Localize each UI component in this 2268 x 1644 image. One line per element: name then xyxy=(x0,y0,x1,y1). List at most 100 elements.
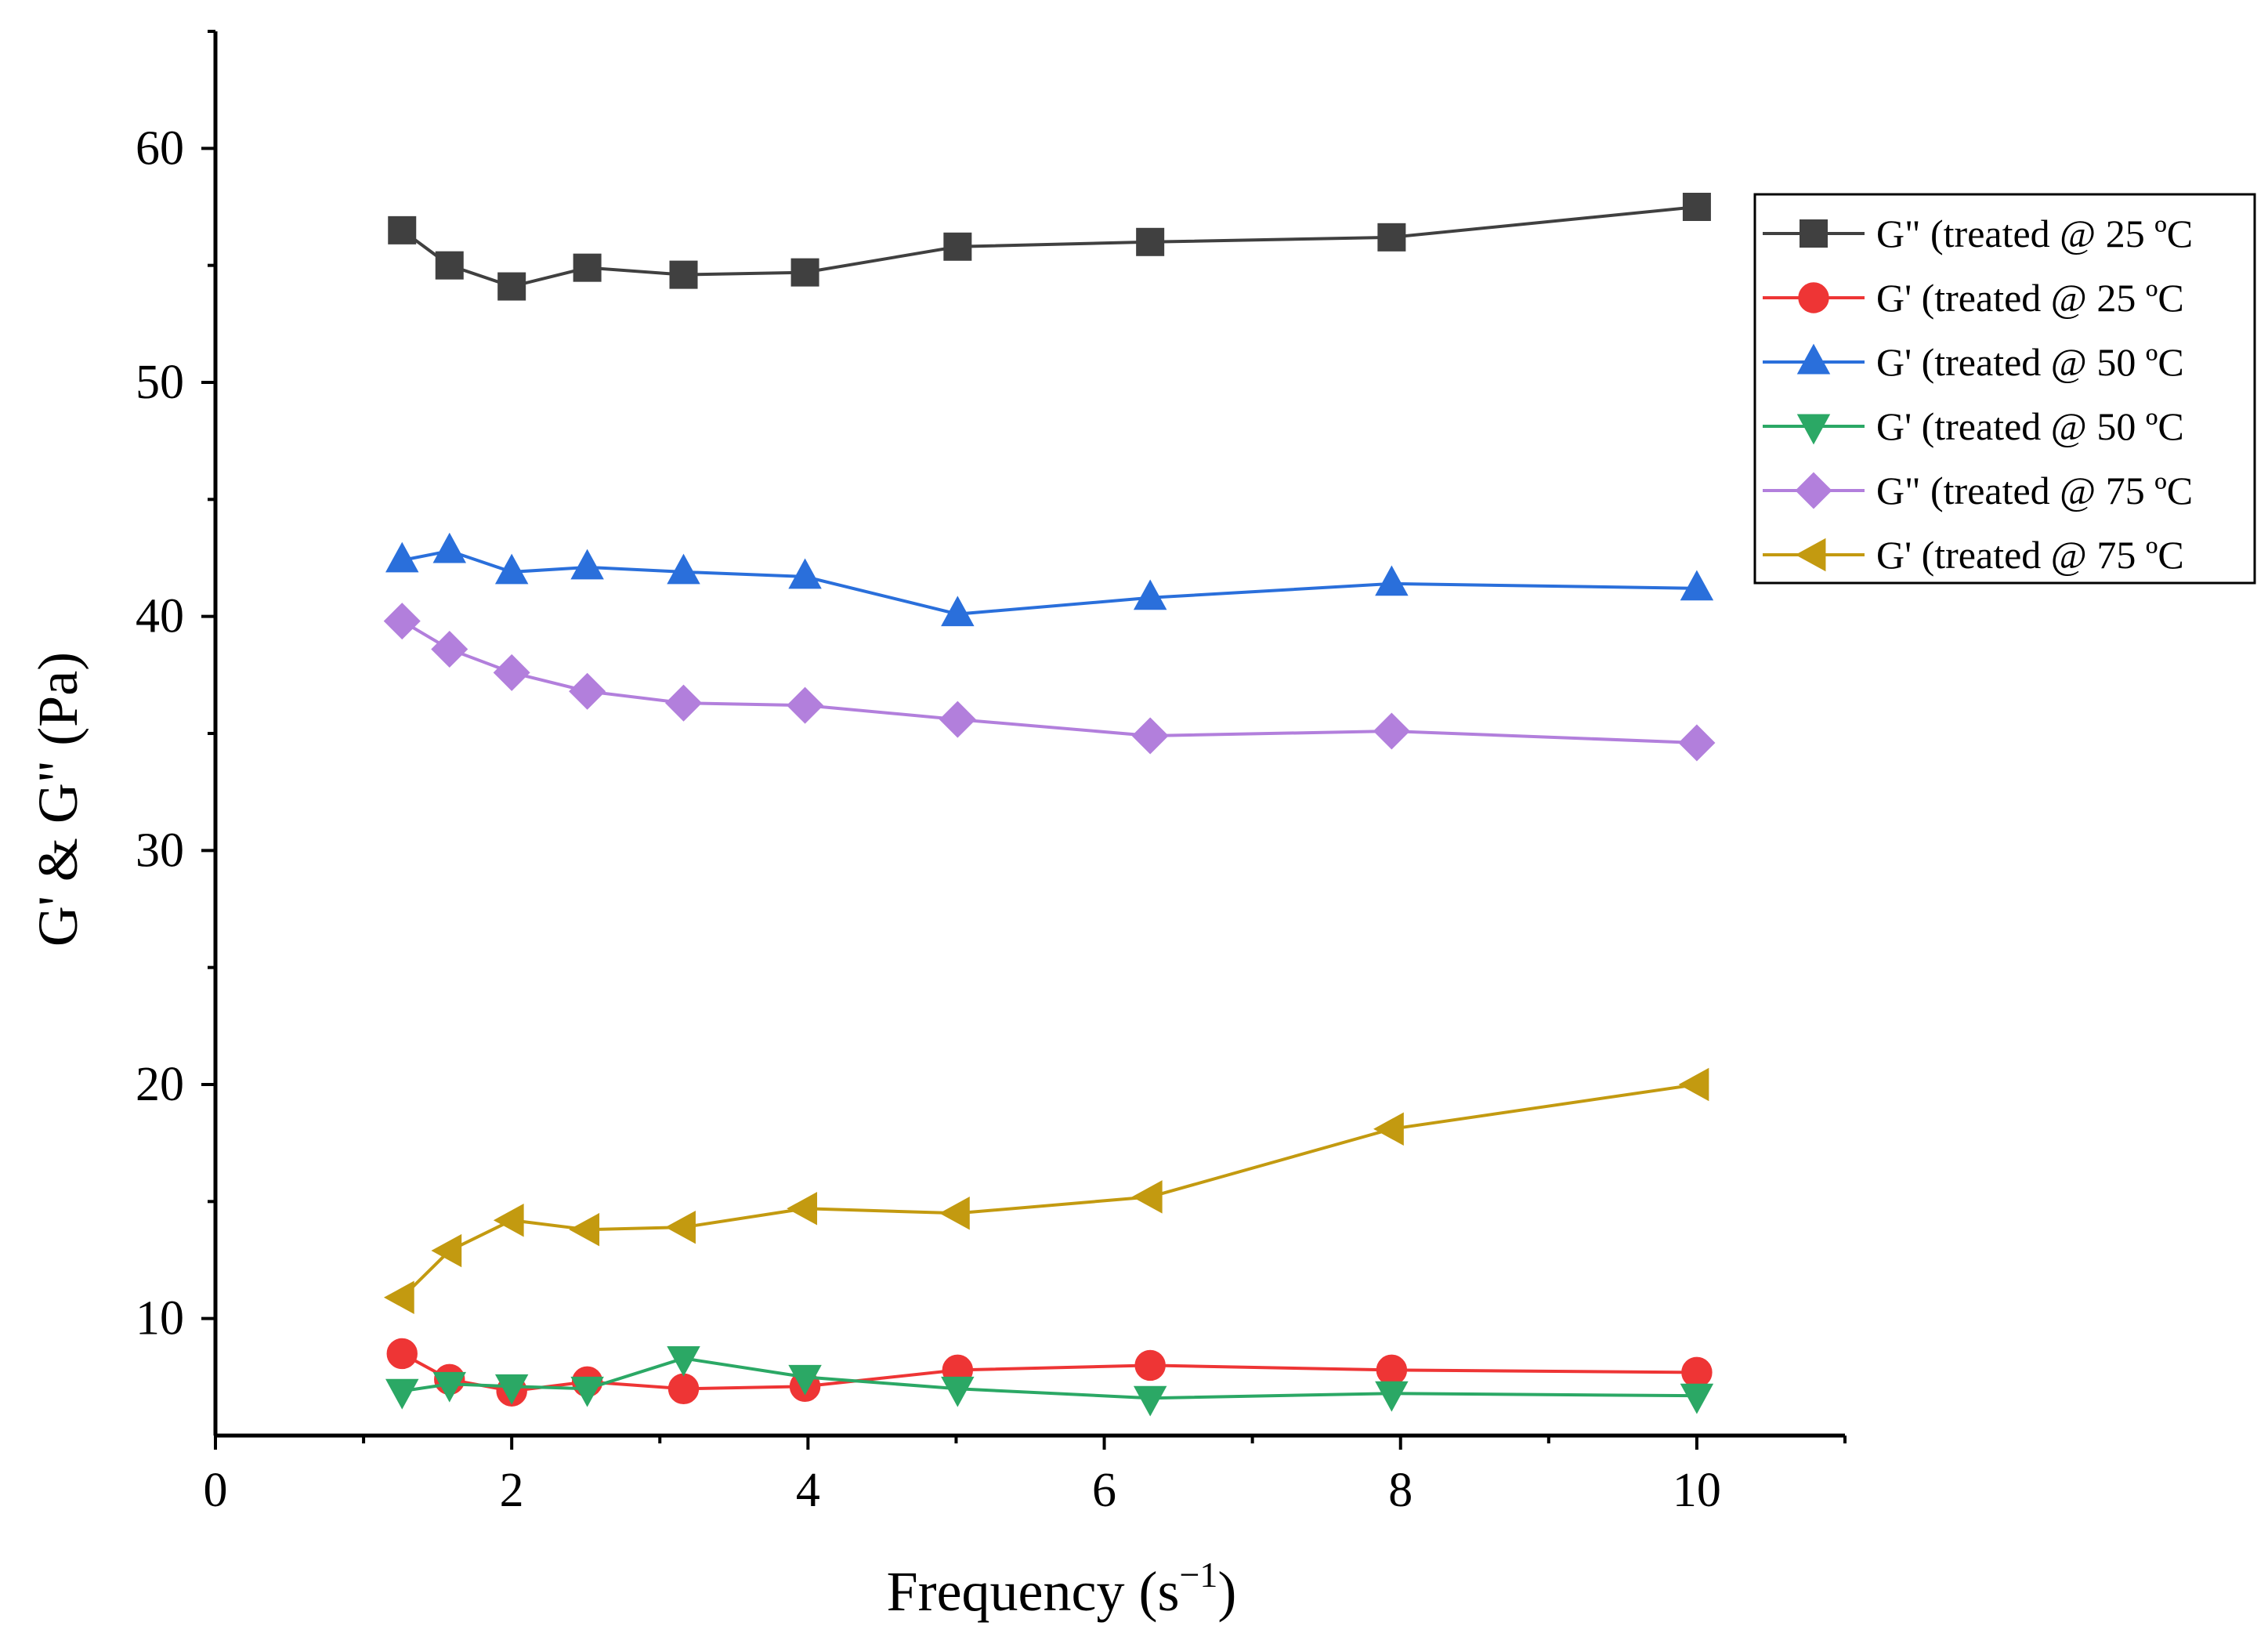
data-point xyxy=(573,253,602,282)
data-point xyxy=(665,1210,696,1244)
data-point xyxy=(570,1376,604,1407)
series-line xyxy=(401,549,1697,616)
data-point xyxy=(1136,227,1165,256)
legend-label: G' (treated @ 75 ºC xyxy=(1876,533,2184,577)
legend-label: G' (treated @ 25 ºC xyxy=(1876,276,2184,320)
legend-item-1: G" (treated @ 25 ºC xyxy=(1763,212,2193,255)
legend-label: G" (treated @ 25 ºC xyxy=(1876,212,2193,255)
x-tick-label: 4 xyxy=(796,1464,820,1517)
x-tick-label: 2 xyxy=(500,1464,524,1517)
series-line xyxy=(401,619,1697,744)
data-point xyxy=(943,232,972,261)
data-point xyxy=(667,1373,700,1404)
legend-swatch-marker xyxy=(1796,414,1831,445)
data-point xyxy=(383,1280,414,1315)
y-tick-label: 50 xyxy=(136,356,184,409)
y-tick-label: 40 xyxy=(136,590,184,643)
axes: 0 2 4 6 8 10 10 20 30 40 50 60 xyxy=(136,30,1847,1517)
legend-swatch-marker xyxy=(1798,282,1829,313)
legend-box xyxy=(1753,193,2256,585)
data-point xyxy=(1373,1112,1404,1146)
data-point xyxy=(939,1197,970,1230)
legend-label: G" (treated @ 75 ºC xyxy=(1876,469,2193,512)
series-line xyxy=(401,205,1698,288)
data-point xyxy=(1131,717,1169,755)
data-point xyxy=(1133,1385,1167,1417)
data-point xyxy=(667,1345,700,1377)
data-point xyxy=(1376,1354,1408,1386)
x-axis-title-main: Frequency (s xyxy=(887,1560,1180,1623)
data-point xyxy=(788,558,822,589)
y-tick-label: 20 xyxy=(136,1058,184,1111)
legend: G" (treated @ 25 ºC G' (treated @ 25 ºC G'… xyxy=(1753,193,2256,585)
data-point xyxy=(788,1364,822,1396)
legend-item-3: G' (treated @ 50 ºC xyxy=(1763,340,2184,384)
series-line xyxy=(401,1356,1697,1400)
legend-item-2: G' (treated @ 25 ºC xyxy=(1763,276,2184,320)
data-point xyxy=(493,654,530,691)
legend-label: G' (treated @ 50 ºC xyxy=(1876,340,2184,384)
data-point xyxy=(431,1233,462,1268)
legend-swatch-marker xyxy=(1795,472,1832,509)
series-5 xyxy=(383,603,1716,762)
data-point xyxy=(497,272,526,301)
data-point xyxy=(432,532,467,563)
series-4 xyxy=(385,1345,1714,1417)
data-point xyxy=(939,701,976,738)
legend-swatch-marker xyxy=(1796,343,1831,375)
data-point xyxy=(1375,565,1409,596)
data-point xyxy=(941,1376,975,1407)
data-point xyxy=(494,1374,529,1405)
y-axis-title: G' & G" (Pa) xyxy=(27,652,89,947)
data-point xyxy=(941,596,975,627)
data-point xyxy=(669,260,698,289)
data-point xyxy=(1682,193,1711,221)
legend-label: G' (treated @ 50 ºC xyxy=(1876,404,2184,448)
x-tick-label: 10 xyxy=(1673,1464,1721,1517)
legend-item-4: G' (treated @ 50 ºC xyxy=(1763,404,2184,448)
data-point xyxy=(493,1203,524,1237)
y-tick-label: 30 xyxy=(136,824,184,877)
legend-swatch-marker xyxy=(1800,219,1828,248)
data-point xyxy=(385,541,419,573)
data-point xyxy=(435,251,464,280)
data-point xyxy=(1131,1180,1163,1214)
data-point xyxy=(569,672,606,710)
x-axis-title-end: ) xyxy=(1217,1560,1236,1623)
data-point xyxy=(1133,579,1167,610)
data-point xyxy=(790,258,819,287)
x-axis-title-sup: −1 xyxy=(1179,1555,1217,1595)
series-layer xyxy=(383,193,1716,1417)
data-point xyxy=(1678,1067,1709,1102)
data-point xyxy=(383,603,421,640)
data-point xyxy=(570,549,604,580)
x-tick-label: 6 xyxy=(1092,1464,1116,1517)
data-point xyxy=(432,1371,467,1403)
data-point xyxy=(569,1212,600,1247)
data-point xyxy=(385,1378,419,1410)
data-point xyxy=(494,553,529,585)
data-point xyxy=(1680,1383,1714,1414)
data-point xyxy=(1680,570,1714,601)
data-point xyxy=(388,215,417,244)
legend-swatch-marker xyxy=(1795,538,1826,572)
data-point xyxy=(787,1192,818,1226)
data-point xyxy=(431,630,468,668)
series-1 xyxy=(388,193,1711,301)
data-point xyxy=(1375,1381,1409,1412)
x-tick-label: 0 xyxy=(204,1464,228,1517)
legend-item-6: G' (treated @ 75 ºC xyxy=(1763,533,2184,577)
data-point xyxy=(1373,712,1410,750)
series-line xyxy=(400,1083,1698,1299)
data-point xyxy=(1681,1356,1713,1389)
data-point xyxy=(667,553,700,585)
series-3 xyxy=(385,532,1714,627)
y-tick-label: 10 xyxy=(136,1292,184,1345)
legend-item-5: G" (treated @ 75 ºC xyxy=(1763,469,2193,512)
x-tick-label: 8 xyxy=(1388,1464,1413,1517)
data-point xyxy=(386,1338,418,1370)
data-point xyxy=(787,686,824,724)
data-point xyxy=(665,684,703,722)
data-point xyxy=(1377,223,1406,252)
